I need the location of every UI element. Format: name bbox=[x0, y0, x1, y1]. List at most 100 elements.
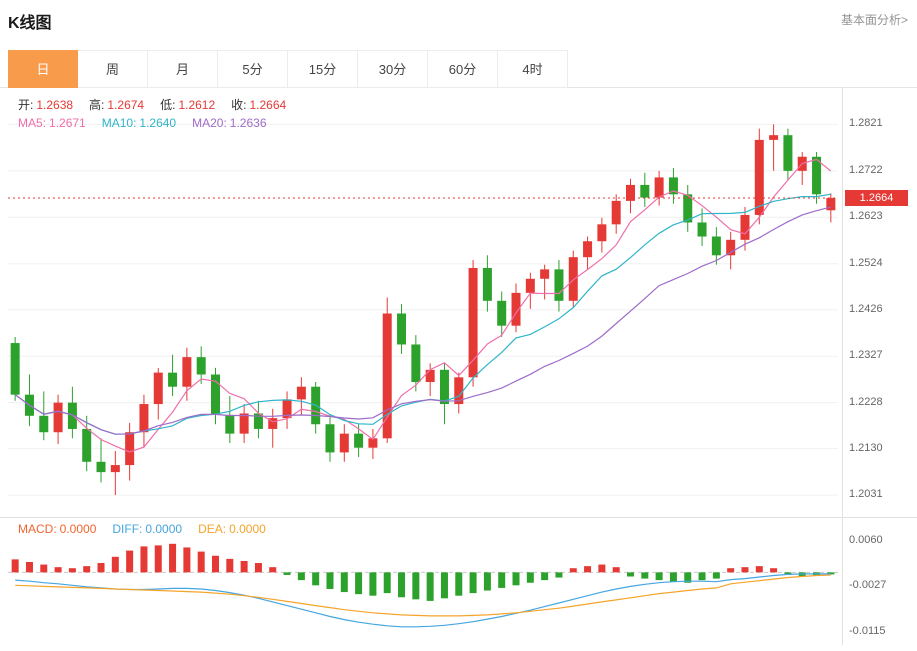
timeframe-tabbar: 日周月 5分 15分 30分 60分 4时 bbox=[0, 50, 917, 88]
tab-5min[interactable]: 5分 bbox=[218, 50, 288, 88]
legend-value: 1.2638 bbox=[36, 98, 74, 112]
legend-label: 低: bbox=[160, 98, 176, 112]
tab-30min[interactable]: 30分 bbox=[358, 50, 428, 88]
candle-body bbox=[196, 357, 206, 375]
macd-bar bbox=[698, 572, 706, 581]
candle-body bbox=[96, 461, 106, 473]
tab-week[interactable]: 周 bbox=[78, 50, 148, 88]
candle-body bbox=[225, 414, 235, 434]
macd-axis-label: 0.0060 bbox=[849, 534, 883, 547]
legend-label: MACD: bbox=[18, 522, 57, 536]
macd-bar bbox=[83, 566, 91, 573]
candle-body bbox=[554, 269, 564, 301]
candle-body bbox=[454, 377, 464, 405]
macd-bar bbox=[269, 567, 277, 573]
tab-4hour[interactable]: 4时 bbox=[498, 50, 568, 88]
candle-body bbox=[82, 428, 92, 462]
macd-bar bbox=[240, 560, 248, 573]
price-axis-label: 1.2228 bbox=[849, 395, 883, 408]
candle-body bbox=[53, 402, 63, 433]
candle-body bbox=[325, 424, 335, 453]
macd-bar bbox=[340, 572, 348, 593]
legend-label: 收: bbox=[231, 98, 247, 112]
candle-body bbox=[597, 224, 607, 242]
macd-bar bbox=[412, 572, 420, 600]
tab-month[interactable]: 月 bbox=[148, 50, 218, 88]
price-axis-label: 1.2031 bbox=[849, 488, 883, 501]
macd-bar bbox=[627, 572, 634, 577]
tab-60min[interactable]: 60分 bbox=[428, 50, 498, 88]
candle-body bbox=[468, 267, 478, 378]
macd-bar bbox=[541, 572, 549, 581]
macd-bar bbox=[97, 563, 105, 573]
candle-body bbox=[583, 241, 593, 258]
ma10-line bbox=[14, 193, 831, 435]
macd-bar bbox=[612, 567, 620, 573]
macd-bar bbox=[169, 543, 177, 573]
candle-body bbox=[253, 413, 263, 429]
tab-15min[interactable]: 15分 bbox=[288, 50, 358, 88]
legend-label: 开: bbox=[18, 98, 34, 112]
legend-value: 1.2671 bbox=[49, 116, 86, 130]
candle-body bbox=[110, 465, 120, 473]
candle-body bbox=[439, 369, 449, 405]
candle-body bbox=[769, 135, 779, 140]
macd-bar bbox=[784, 572, 792, 575]
macd-bar bbox=[54, 567, 62, 573]
price-axis-label: 1.2426 bbox=[849, 302, 883, 315]
macd-bar bbox=[212, 555, 219, 573]
candle-body bbox=[168, 372, 178, 387]
candle-body bbox=[497, 300, 507, 326]
candle-body bbox=[425, 369, 435, 383]
candle-body bbox=[382, 313, 392, 439]
legend-value: 1.2664 bbox=[249, 98, 287, 112]
macd-bar bbox=[183, 547, 191, 573]
legend-label: 高: bbox=[89, 98, 105, 112]
macd-bar bbox=[426, 572, 434, 601]
macd-bar bbox=[469, 572, 477, 594]
candle-body bbox=[482, 267, 492, 301]
candle-body bbox=[211, 374, 220, 415]
candle-body bbox=[726, 239, 736, 256]
macd-bar bbox=[326, 572, 334, 589]
macd-bar bbox=[827, 572, 835, 575]
candle-body bbox=[611, 200, 621, 225]
macd-bar bbox=[555, 572, 563, 578]
macd-bar bbox=[312, 572, 320, 586]
macd-bar bbox=[755, 566, 763, 573]
diff-line bbox=[15, 573, 831, 628]
macd-bar bbox=[684, 572, 692, 583]
macd-bar bbox=[140, 546, 148, 573]
candle-body bbox=[125, 432, 135, 466]
candle-body bbox=[67, 402, 77, 429]
ma-legend: MA5: 1.2671 MA10: 1.2640 MA20: 1.2636 bbox=[18, 116, 283, 130]
macd-bar bbox=[483, 572, 491, 591]
macd-axis-label: -0.0027 bbox=[849, 579, 887, 592]
macd-bar bbox=[398, 572, 406, 598]
candle-body bbox=[640, 184, 650, 198]
legend-label: MA10: bbox=[101, 116, 137, 130]
macd-bar bbox=[369, 572, 377, 596]
candle-body bbox=[368, 438, 378, 448]
macd-bar bbox=[197, 551, 205, 573]
legend-value: 1.2636 bbox=[229, 116, 267, 130]
candle-body bbox=[826, 198, 836, 211]
fundamental-analysis-link[interactable]: 基本面分析> bbox=[840, 13, 908, 27]
candle-body bbox=[740, 214, 750, 240]
macd-bar bbox=[641, 572, 649, 579]
candle-body bbox=[153, 372, 163, 405]
candle-body bbox=[668, 177, 678, 195]
candle-body bbox=[711, 236, 721, 256]
macd-bar bbox=[126, 550, 134, 573]
ma20-line bbox=[14, 206, 831, 435]
macd-bar bbox=[569, 568, 577, 573]
macd-bar bbox=[383, 572, 391, 594]
legend-value: 0.0000 bbox=[229, 522, 266, 536]
macd-bar bbox=[283, 572, 291, 575]
legend-value: 0.0000 bbox=[145, 522, 183, 536]
macd-bar bbox=[254, 563, 262, 573]
candle-body bbox=[511, 292, 521, 326]
tab-day[interactable]: 日 bbox=[8, 50, 78, 88]
candle-body bbox=[139, 404, 149, 433]
